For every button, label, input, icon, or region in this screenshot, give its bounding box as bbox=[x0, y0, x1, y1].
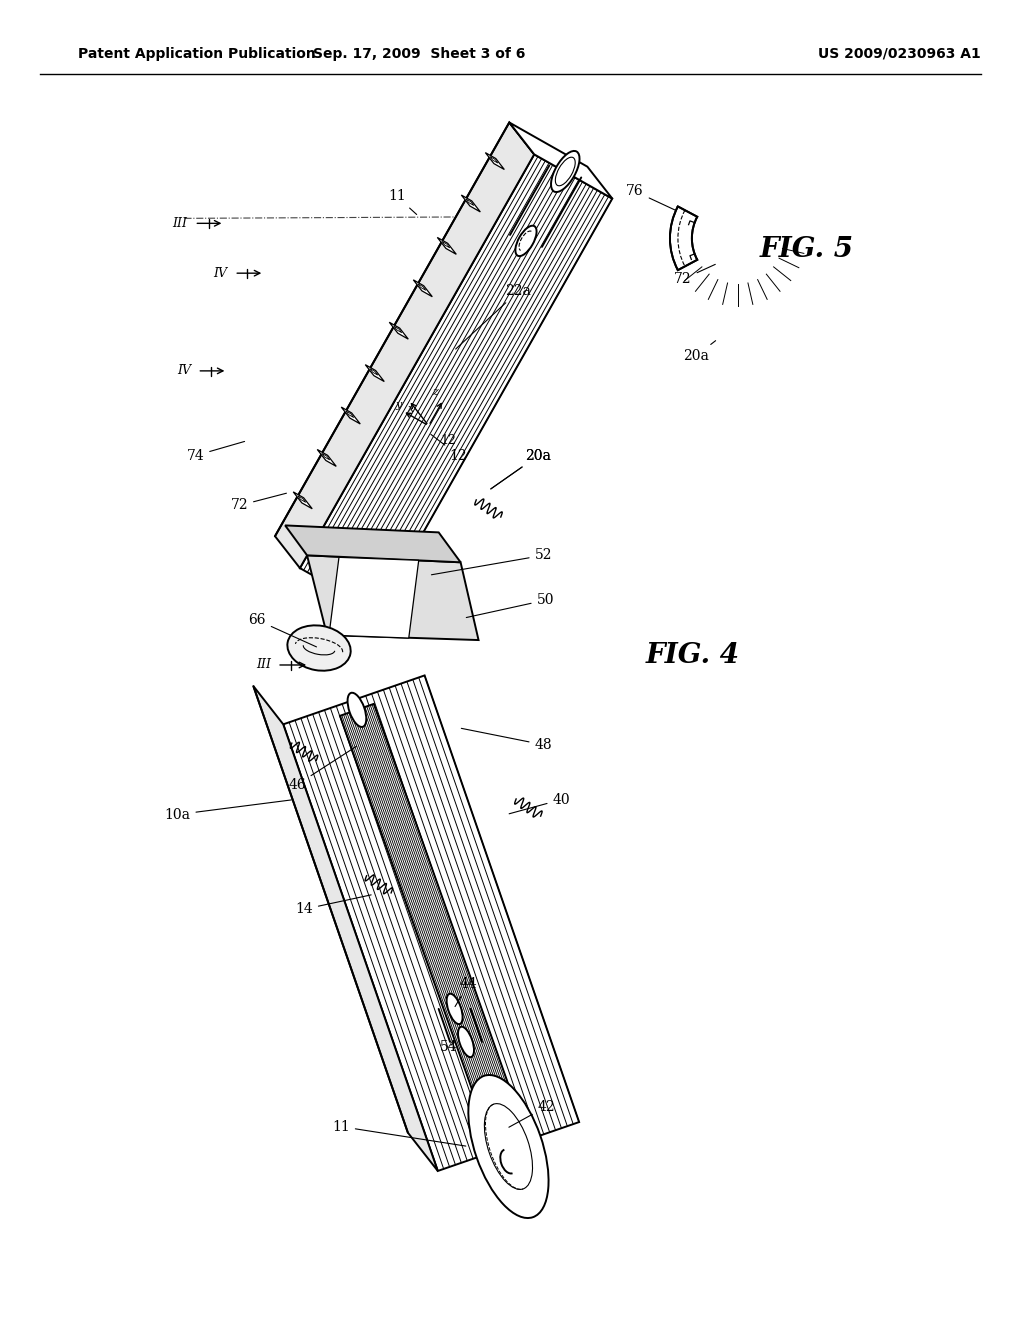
Text: 72: 72 bbox=[230, 494, 287, 512]
Polygon shape bbox=[293, 492, 312, 508]
Text: 20a: 20a bbox=[490, 449, 551, 488]
Ellipse shape bbox=[551, 150, 580, 191]
Text: 22a: 22a bbox=[456, 284, 531, 348]
Polygon shape bbox=[275, 123, 535, 568]
Text: 66: 66 bbox=[249, 612, 316, 647]
Ellipse shape bbox=[484, 1104, 532, 1189]
Text: 42: 42 bbox=[509, 1100, 555, 1127]
Text: 52: 52 bbox=[431, 548, 552, 574]
Polygon shape bbox=[485, 153, 505, 169]
Text: 50: 50 bbox=[466, 593, 554, 618]
Text: 12: 12 bbox=[440, 434, 457, 447]
Text: 48: 48 bbox=[462, 729, 552, 752]
Text: 11: 11 bbox=[388, 189, 417, 214]
Text: 10a: 10a bbox=[165, 800, 292, 821]
Text: 20a: 20a bbox=[683, 341, 716, 363]
Ellipse shape bbox=[347, 693, 367, 727]
Polygon shape bbox=[322, 453, 330, 459]
Text: 76: 76 bbox=[627, 185, 676, 210]
Text: 12: 12 bbox=[431, 434, 467, 462]
Text: IV: IV bbox=[213, 267, 227, 280]
Text: US 2009/0230963 A1: US 2009/0230963 A1 bbox=[817, 46, 980, 61]
Text: Patent Application Publication: Patent Application Publication bbox=[78, 46, 315, 61]
Polygon shape bbox=[307, 556, 478, 640]
Ellipse shape bbox=[458, 1027, 474, 1057]
Text: 74: 74 bbox=[186, 441, 245, 462]
Polygon shape bbox=[253, 686, 438, 1171]
Ellipse shape bbox=[555, 157, 575, 186]
Text: FIG. 5: FIG. 5 bbox=[760, 236, 854, 263]
Polygon shape bbox=[462, 195, 480, 213]
Text: 44: 44 bbox=[455, 977, 477, 1007]
Text: FIG. 4: FIG. 4 bbox=[646, 642, 740, 668]
Polygon shape bbox=[489, 157, 498, 164]
Text: III: III bbox=[172, 216, 187, 230]
Text: III: III bbox=[256, 659, 271, 672]
Ellipse shape bbox=[288, 626, 350, 671]
Polygon shape bbox=[300, 154, 612, 612]
Polygon shape bbox=[418, 284, 426, 290]
Polygon shape bbox=[284, 676, 580, 1171]
Text: 40: 40 bbox=[509, 792, 570, 814]
Polygon shape bbox=[389, 322, 409, 339]
Polygon shape bbox=[437, 238, 457, 255]
Polygon shape bbox=[509, 123, 612, 198]
Polygon shape bbox=[366, 364, 384, 381]
Text: y: y bbox=[395, 400, 401, 411]
Polygon shape bbox=[441, 242, 450, 248]
Circle shape bbox=[670, 170, 806, 306]
Polygon shape bbox=[370, 368, 378, 375]
Text: 14: 14 bbox=[295, 895, 371, 916]
Polygon shape bbox=[298, 496, 306, 503]
Text: 46: 46 bbox=[289, 746, 356, 792]
Polygon shape bbox=[466, 199, 474, 206]
Polygon shape bbox=[414, 280, 432, 297]
Text: Sep. 17, 2009  Sheet 3 of 6: Sep. 17, 2009 Sheet 3 of 6 bbox=[312, 46, 525, 61]
Text: 20a: 20a bbox=[490, 449, 551, 488]
Text: x: x bbox=[408, 404, 414, 414]
Polygon shape bbox=[340, 704, 525, 1144]
Text: 11: 11 bbox=[332, 1119, 466, 1146]
Text: z: z bbox=[432, 387, 438, 397]
Polygon shape bbox=[670, 206, 697, 271]
Ellipse shape bbox=[468, 1074, 549, 1218]
Ellipse shape bbox=[515, 226, 537, 256]
Polygon shape bbox=[329, 557, 419, 638]
Polygon shape bbox=[285, 525, 461, 562]
Text: IV: IV bbox=[177, 364, 191, 378]
Polygon shape bbox=[341, 407, 360, 424]
Ellipse shape bbox=[446, 994, 463, 1024]
Polygon shape bbox=[346, 411, 353, 417]
Text: 72: 72 bbox=[674, 264, 716, 286]
Text: 54: 54 bbox=[440, 1040, 458, 1053]
Polygon shape bbox=[317, 450, 336, 466]
Polygon shape bbox=[394, 326, 401, 333]
